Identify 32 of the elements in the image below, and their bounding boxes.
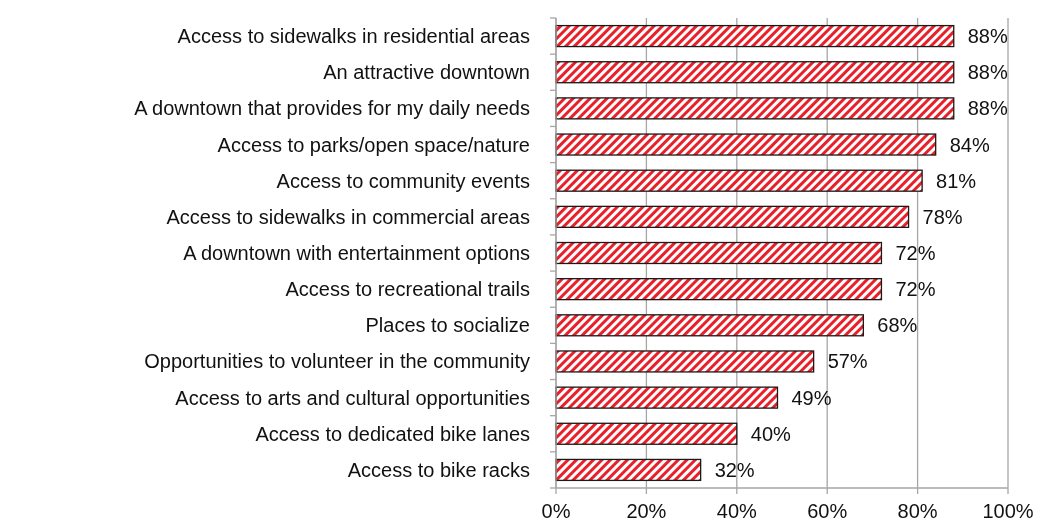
- y-tick-label: Access to arts and cultural opportunities: [175, 386, 530, 409]
- data-label: 49%: [791, 386, 832, 409]
- data-label: 81%: [936, 169, 977, 192]
- data-label: 40%: [750, 422, 792, 445]
- y-tick-label: A downtown that provides for my daily needs: [134, 97, 530, 120]
- y-tick-label: Opportunities to volunteer in the community: [144, 350, 530, 373]
- data-label: 78%: [922, 205, 963, 228]
- x-tick-label: 0%: [541, 500, 571, 522]
- y-tick-label: Access to bike racks: [347, 458, 530, 481]
- x-tick-label: 100%: [982, 500, 1034, 522]
- y-tick-label: Access to sidewalks in residential areas: [177, 25, 530, 48]
- y-tick-label: An attractive downtown: [323, 61, 530, 84]
- y-tick-label: Places to socialize: [365, 314, 530, 337]
- y-tick-label: Access to dedicated bike lanes: [255, 422, 530, 445]
- data-label: 72%: [895, 278, 936, 301]
- y-tick-label: Access to community events: [276, 169, 530, 192]
- y-tick-label: Access to sidewalks in commercial areas: [166, 205, 530, 228]
- x-tick-label: 40%: [716, 500, 758, 522]
- data-label: 88%: [967, 61, 1009, 84]
- data-label: 32%: [714, 458, 755, 481]
- y-tick-label: A downtown with entertainment options: [183, 242, 530, 264]
- data-label: 72%: [895, 242, 936, 264]
- x-tick-label: 60%: [807, 500, 848, 522]
- data-label: 84%: [949, 133, 990, 156]
- y-tick-label: Access to parks/open space/nature: [217, 133, 530, 156]
- data-label: 68%: [877, 314, 918, 337]
- data-label: 88%: [967, 97, 1009, 120]
- y-tick-label: Access to recreational trails: [285, 278, 530, 301]
- x-tick-label: 20%: [626, 500, 667, 522]
- x-tick-label: 80%: [897, 500, 938, 522]
- data-label: 57%: [827, 350, 868, 373]
- data-label: 88%: [967, 25, 1009, 48]
